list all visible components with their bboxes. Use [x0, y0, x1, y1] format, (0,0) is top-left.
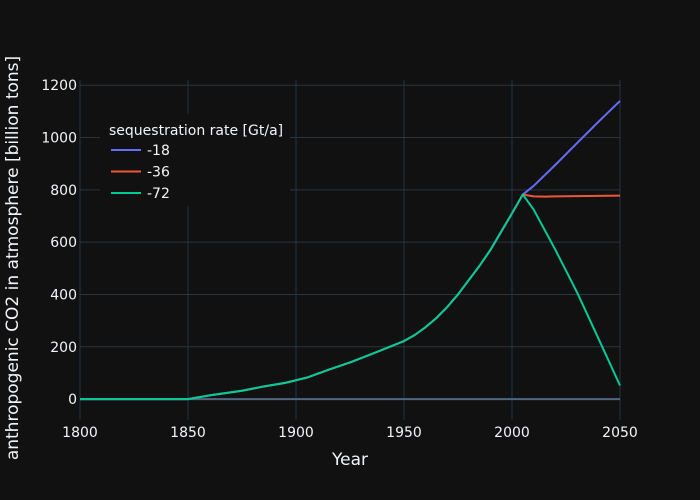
legend-background: [100, 114, 290, 206]
series-layer: [80, 100, 621, 401]
y-tick-label: 1000: [41, 131, 77, 147]
legend-label: -72: [147, 186, 170, 202]
legend-title: sequestration rate [Gt/a]: [109, 123, 283, 139]
y-tick-label: 200: [50, 340, 77, 356]
y-axis-ticks: 0 200 400 600 800 1000 1200: [41, 78, 77, 408]
legend-items: -18 -36 -72: [111, 143, 170, 202]
x-axis-title: Year: [331, 450, 368, 470]
x-tick-label: 1900: [278, 425, 314, 441]
y-tick-label: 0: [68, 392, 77, 408]
legend-label: -36: [147, 165, 170, 181]
x-tick-label: 2000: [494, 425, 530, 441]
y-axis-title: anthropogenic CO2 in atmosphere [billion…: [3, 56, 23, 460]
x-axis-ticks: 1800 1850 1900 1950 2000 2050: [62, 425, 638, 441]
x-tick-label: 1800: [62, 425, 98, 441]
y-tick-label: 600: [50, 235, 77, 251]
y-tick-label: 1200: [41, 78, 77, 94]
y-tick-label: 400: [50, 287, 77, 303]
y-tick-label: 800: [50, 183, 77, 199]
x-tick-label: 2050: [602, 425, 638, 441]
legend-label: -18: [147, 143, 170, 159]
x-tick-label: 1850: [170, 425, 206, 441]
series-line: [80, 193, 621, 401]
legend: sequestration rate [Gt/a] -18 -36 -72: [100, 114, 290, 206]
x-tick-label: 1950: [386, 425, 422, 441]
